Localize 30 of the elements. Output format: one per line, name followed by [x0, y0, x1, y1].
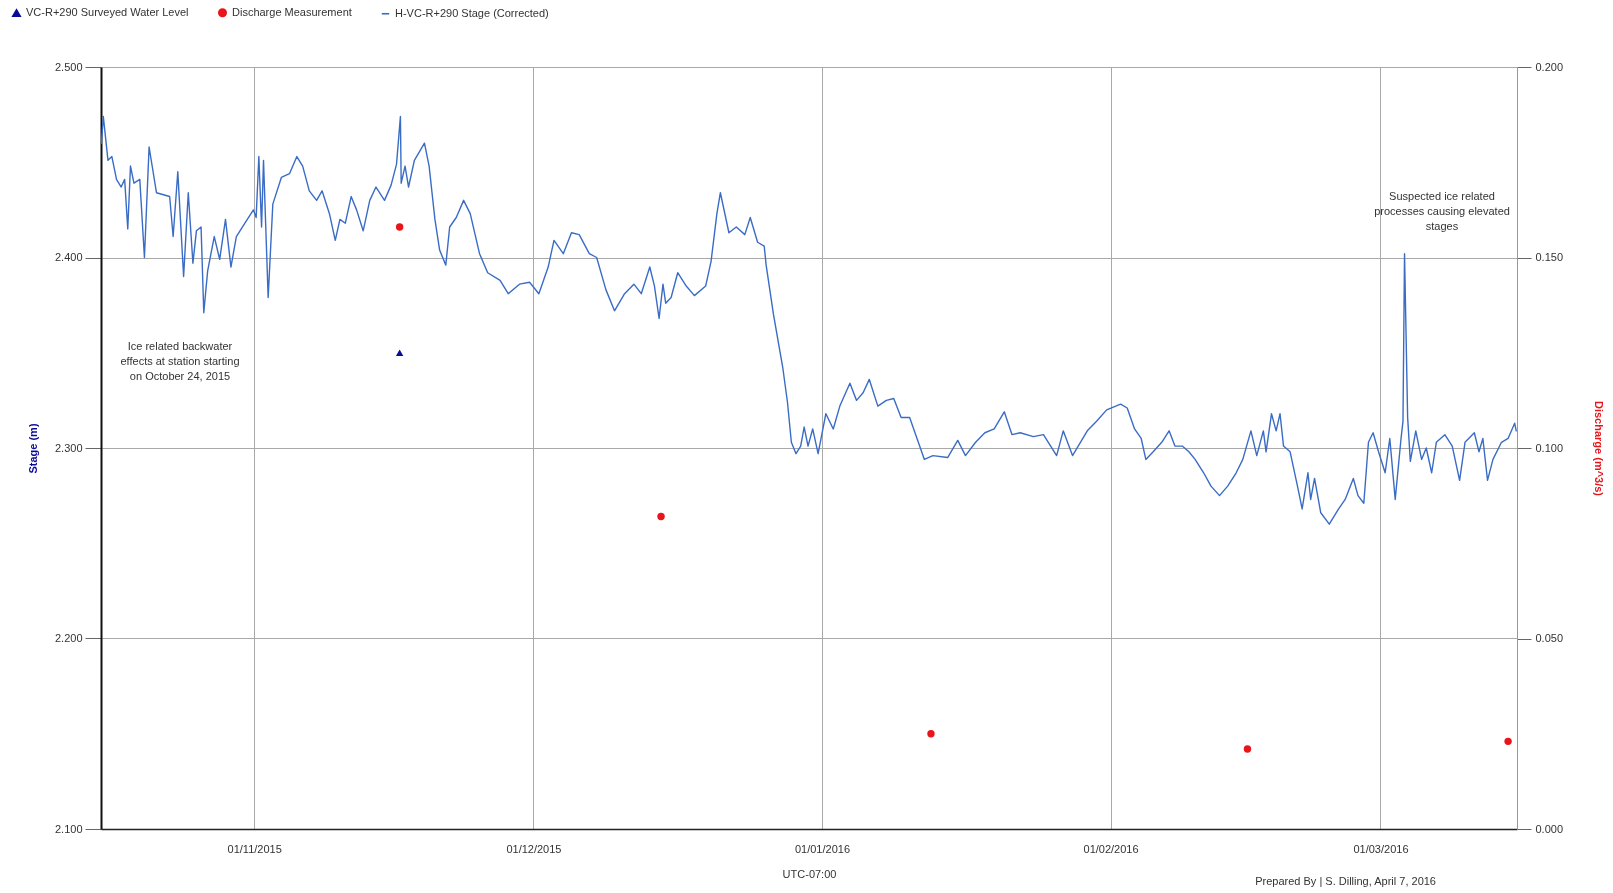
y2-tick-label: 0.000	[1535, 822, 1564, 835]
text: Prepared By | S. Dilling, April 7, 2016	[1255, 875, 1436, 887]
y2-axis-title: Discharge (m^3/s)	[1593, 400, 1606, 497]
y-tick-label: 2.500	[54, 60, 83, 73]
legend-label: Discharge Measurement	[232, 5, 352, 18]
y-tick-label: 2.100	[54, 822, 83, 835]
x-tick-label: 01/03/2016	[1353, 842, 1409, 855]
y2-tick-label: 0.200	[1535, 60, 1564, 73]
legend-label: H-VC-R+290 Stage (Corrected)	[395, 6, 549, 19]
point	[1504, 737, 1512, 746]
annotation: Suspected ice related processes causing elevated stages	[1374, 190, 1510, 232]
y2-tick-label: 0.100	[1535, 441, 1564, 454]
y-tick-label: 2.200	[54, 632, 83, 644]
point	[1243, 745, 1252, 753]
x-tick-label: 01/02/2016	[1083, 842, 1139, 855]
x-axis-title: UTC-07:00	[782, 867, 837, 880]
x-tick-label: 01/01/2016	[794, 842, 851, 855]
x-tick-label: 01/12/2015	[506, 842, 562, 855]
point	[395, 223, 404, 231]
y-tick-label: 2.400	[54, 251, 83, 263]
y-tick-label: 2.300	[54, 441, 83, 454]
line-series	[100, 115, 1517, 525]
y-axis-title: Stage (m)	[26, 423, 39, 474]
y2-tick-label: 0.150	[1535, 251, 1564, 263]
x-tick-label: 01/11/2015	[227, 842, 282, 855]
legend-label: VC-R+290 Surveyed Water Level	[26, 6, 189, 19]
point	[927, 730, 935, 738]
point	[657, 512, 665, 521]
annotation: Ice related backwater effects at station starting on October 24, 2015	[120, 340, 240, 382]
y2-tick-label: 0.050	[1535, 632, 1564, 644]
